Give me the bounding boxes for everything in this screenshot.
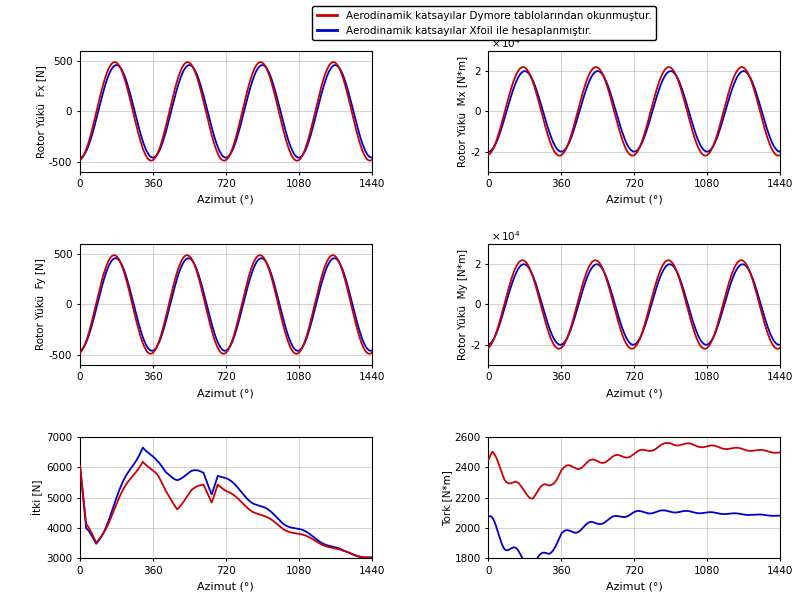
Text: $\times\,10^4$: $\times\,10^4$ [491,229,521,243]
X-axis label: Azimut (°): Azimut (°) [198,581,254,591]
Y-axis label: Rotor Yükü  My [N*m]: Rotor Yükü My [N*m] [458,249,467,360]
Y-axis label: Rotor Yükü  Fx [N]: Rotor Yükü Fx [N] [36,65,46,158]
X-axis label: Azimut (°): Azimut (°) [606,388,662,398]
X-axis label: Azimut (°): Azimut (°) [198,195,254,205]
Legend: Aerodinamik katsayılar Dymore tablolarından okunmuştur., Aerodinamik katsayılar : Aerodinamik katsayılar Dymore tabloların… [312,7,656,40]
Y-axis label: Rotor Yükü  Mx [N*m]: Rotor Yükü Mx [N*m] [458,56,467,167]
Y-axis label: Rotor Yükü  Fy [N]: Rotor Yükü Fy [N] [36,259,46,350]
X-axis label: Azimut (°): Azimut (°) [606,581,662,591]
Y-axis label: İtki [N]: İtki [N] [32,480,43,515]
X-axis label: Azimut (°): Azimut (°) [198,388,254,398]
X-axis label: Azimut (°): Azimut (°) [606,195,662,205]
Text: $\times\,10^4$: $\times\,10^4$ [491,36,521,50]
Y-axis label: Tork [N*m]: Tork [N*m] [442,470,452,526]
